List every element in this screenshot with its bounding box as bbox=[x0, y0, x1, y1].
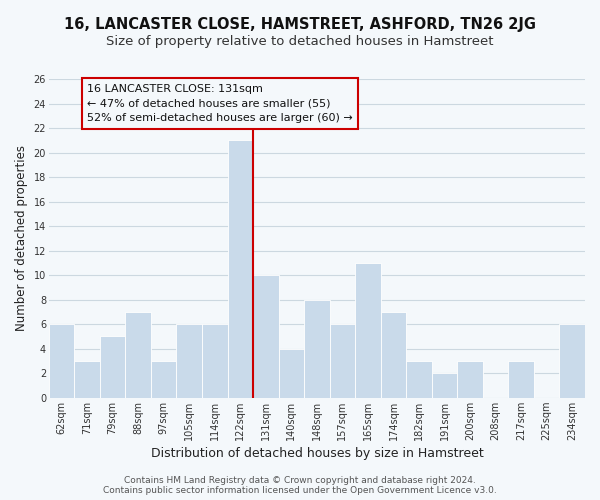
Text: 16 LANCASTER CLOSE: 131sqm
← 47% of detached houses are smaller (55)
52% of semi: 16 LANCASTER CLOSE: 131sqm ← 47% of deta… bbox=[87, 84, 353, 124]
Bar bbox=[151, 361, 176, 398]
Bar bbox=[457, 361, 483, 398]
Bar bbox=[227, 140, 253, 398]
Bar bbox=[329, 324, 355, 398]
Bar bbox=[381, 312, 406, 398]
Bar bbox=[202, 324, 227, 398]
Text: Contains public sector information licensed under the Open Government Licence v3: Contains public sector information licen… bbox=[103, 486, 497, 495]
Bar bbox=[176, 324, 202, 398]
Bar bbox=[125, 312, 151, 398]
Bar bbox=[559, 324, 585, 398]
Text: 16, LANCASTER CLOSE, HAMSTREET, ASHFORD, TN26 2JG: 16, LANCASTER CLOSE, HAMSTREET, ASHFORD,… bbox=[64, 18, 536, 32]
Bar bbox=[432, 374, 457, 398]
Bar bbox=[278, 348, 304, 398]
Bar bbox=[508, 361, 534, 398]
Y-axis label: Number of detached properties: Number of detached properties bbox=[15, 146, 28, 332]
Bar bbox=[100, 336, 125, 398]
Bar bbox=[74, 361, 100, 398]
X-axis label: Distribution of detached houses by size in Hamstreet: Distribution of detached houses by size … bbox=[151, 447, 483, 460]
Bar bbox=[253, 275, 278, 398]
Bar bbox=[304, 300, 329, 398]
Text: Contains HM Land Registry data © Crown copyright and database right 2024.: Contains HM Land Registry data © Crown c… bbox=[124, 476, 476, 485]
Text: Size of property relative to detached houses in Hamstreet: Size of property relative to detached ho… bbox=[106, 35, 494, 48]
Bar bbox=[355, 263, 381, 398]
Bar bbox=[406, 361, 432, 398]
Bar bbox=[49, 324, 74, 398]
